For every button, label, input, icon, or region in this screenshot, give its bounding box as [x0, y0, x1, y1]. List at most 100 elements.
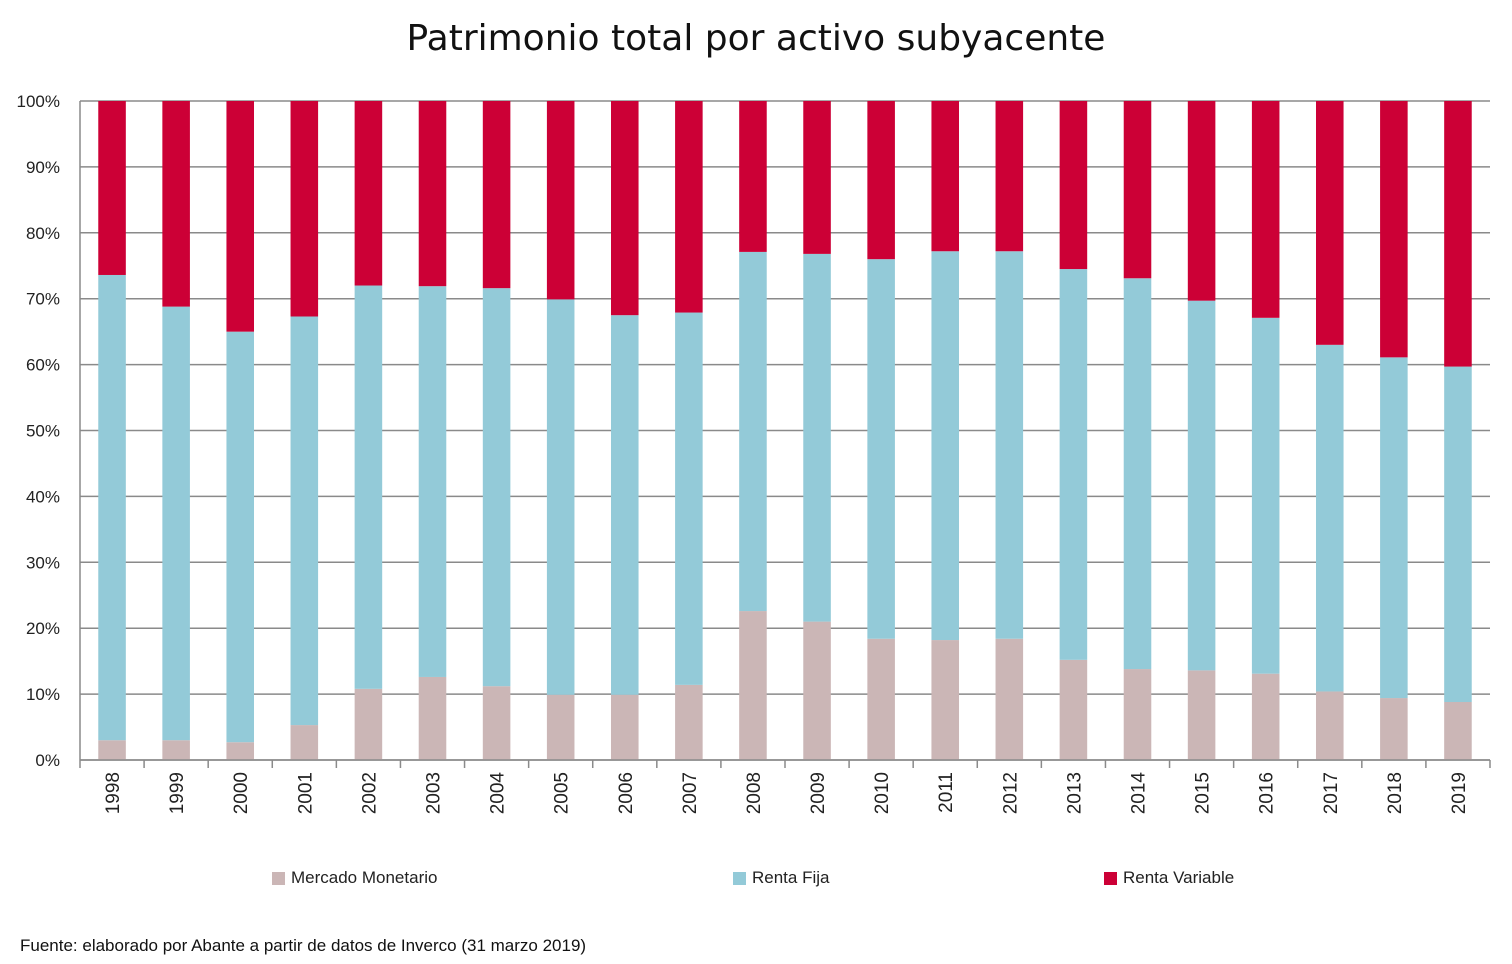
bar-segment-renta-fija [418, 286, 447, 677]
bar-segment-renta-variable [931, 101, 960, 252]
bar-segment-renta-fija [1444, 366, 1472, 703]
bar-segment-renta-fija [354, 285, 383, 689]
bar-segment-renta-variable [482, 101, 511, 289]
bar-segment-renta-fija [931, 251, 960, 641]
stacked-bar-chart: 0% 10% 20% 30% 40% 50% 60% 70% 80% 90% 100% 1998 199… [17, 92, 1491, 815]
bar-segment-mercado-monetario [98, 740, 126, 760]
bar-segment-mercado-monetario [1444, 702, 1472, 760]
bar-segment-renta-variable [1315, 101, 1344, 345]
x-tick-label: 2015 [1193, 772, 1214, 814]
bar-segment-renta-variable [1059, 101, 1088, 270]
legend-item-mercado-monetario: Mercado Monetario [272, 868, 437, 888]
bar-segment-mercado-monetario [867, 638, 895, 760]
y-tick-label: 80% [26, 224, 60, 243]
y-tick-label: 100% [17, 92, 60, 111]
bar-segment-renta-variable [1251, 101, 1280, 318]
legend-label-mercado-monetario: Mercado Monetario [291, 868, 438, 887]
bar-segment-renta-fija [610, 315, 639, 695]
x-tick-label: 1999 [167, 772, 188, 814]
x-tick-label: 2010 [872, 772, 893, 814]
x-tick-label: 2008 [744, 772, 765, 814]
y-tick-label: 90% [26, 158, 60, 177]
bar-segment-renta-variable [226, 101, 255, 332]
bar-segment-renta-variable [1380, 101, 1408, 358]
bar-segment-renta-variable [290, 101, 319, 317]
bar-segment-mercado-monetario [162, 740, 190, 760]
y-tick-label: 20% [26, 619, 60, 638]
bar-segment-mercado-monetario [354, 688, 383, 760]
x-tick-label: 2002 [359, 772, 380, 814]
bar-segment-renta-fija [162, 306, 190, 741]
bars [98, 101, 1472, 760]
source-note: Fuente: elaborado por Abante a partir de… [20, 936, 587, 955]
bar-segment-renta-fija [98, 274, 126, 741]
axes: 0% 10% 20% 30% 40% 50% 60% 70% 80% 90% 100% 1998 199… [17, 92, 1491, 815]
y-tick-label: 0% [35, 751, 60, 770]
bar-segment-mercado-monetario [803, 621, 831, 760]
y-tick-label: 40% [26, 487, 60, 506]
legend-swatch-renta-variable [1104, 871, 1117, 885]
y-tick-label: 70% [26, 290, 60, 309]
bar-segment-mercado-monetario [1123, 669, 1152, 760]
legend-item-renta-variable: Renta Variable [1104, 868, 1234, 888]
bar-segment-mercado-monetario [1315, 691, 1344, 760]
x-tick-label: 2011 [936, 772, 957, 813]
bar-segment-renta-variable [995, 101, 1024, 252]
bar-segment-mercado-monetario [739, 611, 767, 760]
bar-segment-mercado-monetario [418, 676, 447, 760]
bar-segment-renta-variable [418, 101, 447, 287]
bar-segment-mercado-monetario [482, 686, 511, 760]
bar-segment-mercado-monetario [675, 684, 703, 760]
x-tick-label: 2007 [680, 772, 701, 814]
x-tick-label: 2016 [1257, 772, 1278, 814]
x-tick-label: 2014 [1129, 772, 1150, 815]
x-tick-label: 2006 [616, 772, 637, 814]
y-tick-label: 10% [26, 685, 60, 704]
bar-segment-renta-fija [1059, 269, 1088, 660]
bar-segment-mercado-monetario [546, 694, 575, 760]
y-tick-label: 60% [26, 356, 60, 375]
x-tick-label: 2013 [1064, 772, 1085, 814]
legend-swatch-renta-fija [733, 871, 746, 885]
bar-segment-renta-fija [803, 253, 831, 622]
bar-segment-renta-variable [739, 101, 767, 252]
bar-segment-renta-fija [1187, 300, 1216, 671]
bar-segment-renta-fija [1251, 317, 1280, 674]
x-tick-label: 2012 [1000, 772, 1021, 814]
x-tick-label: 2019 [1449, 772, 1470, 814]
bar-segment-renta-fija [739, 251, 767, 612]
x-tick-label: 1998 [103, 772, 124, 814]
bar-segment-renta-fija [675, 312, 703, 685]
x-tick-label: 2009 [808, 772, 829, 814]
y-tick-label: 30% [26, 553, 60, 572]
x-tick-label: 2005 [552, 772, 573, 814]
bar-segment-renta-fija [482, 288, 511, 687]
bar-segment-mercado-monetario [1251, 673, 1280, 760]
bar-segment-mercado-monetario [1380, 698, 1408, 760]
legend-label-renta-fija: Renta Fija [752, 868, 830, 887]
bar-segment-renta-variable [867, 101, 895, 260]
bar-segment-renta-fija [1315, 344, 1344, 692]
bar-segment-renta-variable [546, 101, 575, 300]
bar-segment-renta-fija [867, 259, 895, 639]
legend-swatch-mercado-monetario [272, 871, 285, 885]
legend-item-renta-fija: Renta Fija [733, 868, 829, 888]
legend-label-renta-variable: Renta Variable [1123, 868, 1235, 887]
x-tick-label: 2001 [295, 772, 316, 814]
bar-segment-mercado-monetario [610, 694, 639, 760]
bar-segment-mercado-monetario [1187, 670, 1216, 760]
bar-segment-renta-variable [675, 101, 703, 313]
bar-segment-renta-variable [162, 101, 190, 307]
x-tick-label: 2018 [1385, 772, 1406, 814]
bar-segment-renta-variable [1123, 101, 1152, 279]
bar-segment-renta-variable [803, 101, 831, 254]
x-tick-label: 2004 [488, 772, 509, 815]
bar-segment-renta-variable [1187, 101, 1216, 301]
x-tick-label: 2017 [1321, 772, 1342, 814]
bar-segment-mercado-monetario [1059, 659, 1088, 760]
bar-segment-renta-fija [290, 316, 319, 726]
x-tick-label: 2003 [424, 772, 445, 814]
x-tick-label: 2000 [231, 772, 252, 814]
y-tick-label: 50% [26, 422, 60, 441]
bar-segment-renta-fija [546, 299, 575, 695]
